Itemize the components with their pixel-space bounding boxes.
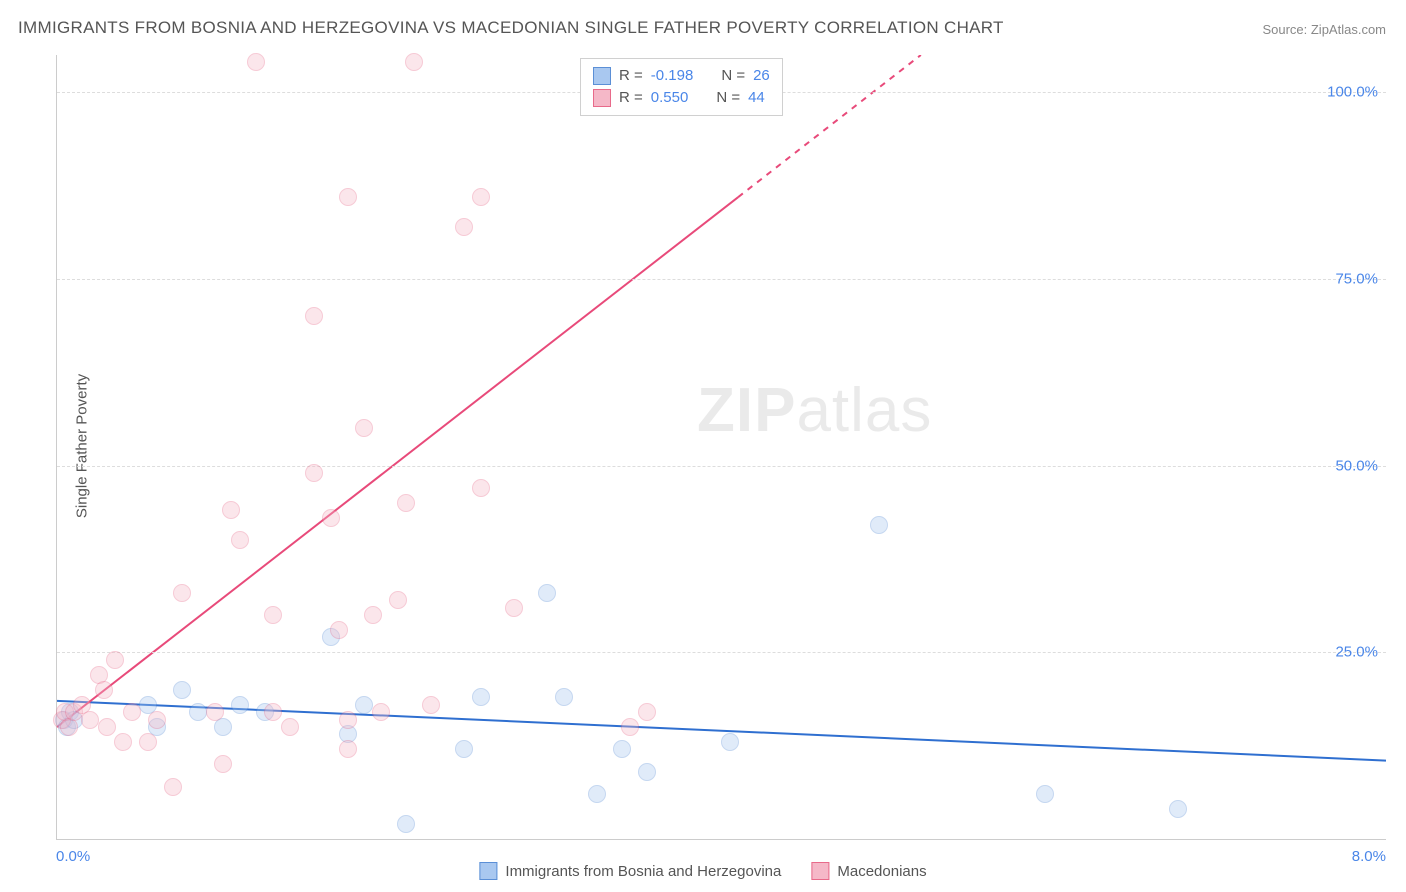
data-point (472, 688, 490, 706)
x-tick-max: 8.0% (1352, 848, 1386, 865)
y-tick-label: 25.0% (1335, 644, 1378, 661)
gridline (57, 652, 1386, 653)
data-point (339, 188, 357, 206)
legend-swatch (593, 89, 611, 107)
n-value: 26 (753, 65, 770, 87)
gridline (57, 279, 1386, 280)
data-point (538, 584, 556, 602)
data-point (1036, 785, 1054, 803)
data-point (264, 606, 282, 624)
n-label: N = (716, 87, 740, 109)
data-point (106, 651, 124, 669)
data-point (455, 740, 473, 758)
legend-swatch (593, 67, 611, 85)
r-value: -0.198 (651, 65, 694, 87)
n-label: N = (721, 65, 745, 87)
bottom-legend: Immigrants from Bosnia and Herzegovina M… (479, 862, 926, 880)
data-point (355, 419, 373, 437)
data-point (1169, 800, 1187, 818)
data-point (139, 733, 157, 751)
r-label: R = (619, 65, 643, 87)
data-point (355, 696, 373, 714)
y-tick-label: 50.0% (1335, 457, 1378, 474)
data-point (231, 531, 249, 549)
stats-legend: R = -0.198 N = 26 R = 0.550 N = 44 (580, 58, 783, 116)
source-label: Source: ZipAtlas.com (1262, 22, 1386, 37)
legend-swatch-blue (479, 862, 497, 880)
data-point (81, 711, 99, 729)
data-point (405, 53, 423, 71)
data-point (264, 703, 282, 721)
legend-item-pink: Macedonians (811, 862, 926, 880)
trend-lines (57, 55, 1386, 839)
data-point (214, 755, 232, 773)
data-point (721, 733, 739, 751)
r-label: R = (619, 87, 643, 109)
gridline (57, 466, 1386, 467)
watermark-bold: ZIP (697, 376, 796, 445)
data-point (364, 606, 382, 624)
data-point (173, 584, 191, 602)
data-point (305, 307, 323, 325)
data-point (372, 703, 390, 721)
watermark: ZIPatlas (697, 375, 932, 446)
legend-label-pink: Macedonians (837, 863, 926, 880)
data-point (173, 681, 191, 699)
data-point (455, 218, 473, 236)
r-value: 0.550 (651, 87, 689, 109)
data-point (148, 711, 166, 729)
legend-swatch-pink (811, 862, 829, 880)
trend-line (57, 197, 738, 727)
data-point (123, 703, 141, 721)
chart-title: IMMIGRANTS FROM BOSNIA AND HERZEGOVINA V… (18, 18, 1004, 38)
y-tick-label: 100.0% (1327, 84, 1378, 101)
data-point (638, 763, 656, 781)
data-point (339, 711, 357, 729)
data-point (222, 501, 240, 519)
data-point (231, 696, 249, 714)
data-point (422, 696, 440, 714)
data-point (322, 509, 340, 527)
stats-legend-row: R = 0.550 N = 44 (593, 87, 770, 109)
data-point (95, 681, 113, 699)
data-point (613, 740, 631, 758)
data-point (330, 621, 348, 639)
data-point (389, 591, 407, 609)
data-point (472, 188, 490, 206)
data-point (638, 703, 656, 721)
plot-area: ZIPatlas 25.0% 50.0% 75.0% 100.0% (56, 55, 1386, 840)
watermark-rest: atlas (796, 376, 932, 445)
data-point (397, 494, 415, 512)
legend-label-blue: Immigrants from Bosnia and Herzegovina (505, 863, 781, 880)
data-point (206, 703, 224, 721)
data-point (189, 703, 207, 721)
n-value: 44 (748, 87, 765, 109)
data-point (621, 718, 639, 736)
data-point (870, 516, 888, 534)
data-point (114, 733, 132, 751)
data-point (247, 53, 265, 71)
data-point (164, 778, 182, 796)
data-point (305, 464, 323, 482)
data-point (555, 688, 573, 706)
stats-legend-row: R = -0.198 N = 26 (593, 65, 770, 87)
data-point (505, 599, 523, 617)
data-point (472, 479, 490, 497)
data-point (281, 718, 299, 736)
x-tick-min: 0.0% (56, 848, 90, 865)
data-point (588, 785, 606, 803)
data-point (339, 740, 357, 758)
data-point (98, 718, 116, 736)
y-tick-label: 75.0% (1335, 271, 1378, 288)
data-point (397, 815, 415, 833)
legend-item-blue: Immigrants from Bosnia and Herzegovina (479, 862, 781, 880)
